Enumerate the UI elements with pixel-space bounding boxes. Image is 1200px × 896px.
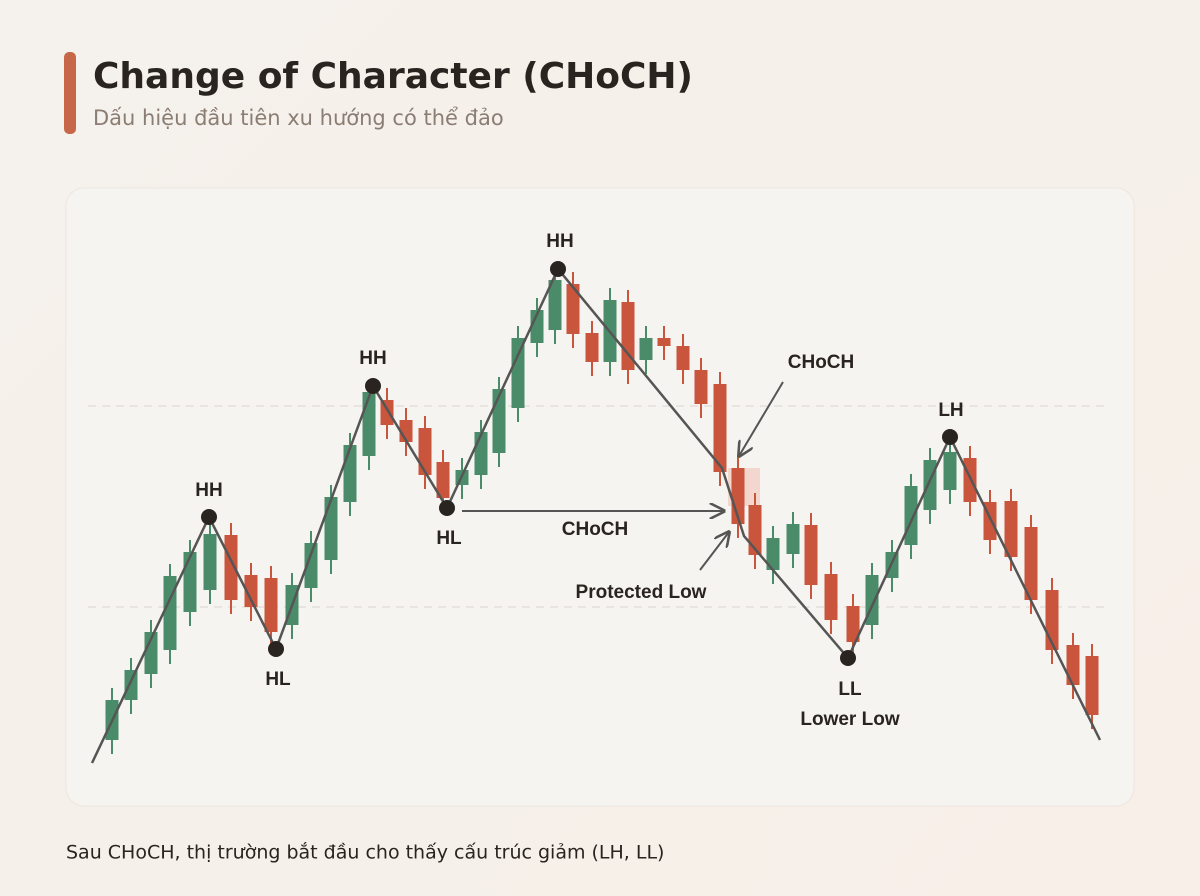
subtitle: Dấu hiệu đầu tiên xu hướng có thể đảo bbox=[93, 106, 504, 130]
candle-body bbox=[1066, 645, 1080, 685]
title: Change of Character (CHoCH) bbox=[93, 56, 693, 97]
candle-body bbox=[380, 400, 394, 425]
candle-body bbox=[1004, 501, 1018, 557]
candle-body bbox=[548, 280, 562, 330]
candle-body bbox=[846, 606, 860, 642]
candle-body bbox=[904, 486, 918, 545]
candle-body bbox=[1024, 527, 1038, 600]
label: HL bbox=[265, 669, 291, 690]
candle-body bbox=[304, 543, 318, 588]
candle-body bbox=[124, 670, 138, 700]
candle-body bbox=[474, 432, 488, 475]
candle-body bbox=[244, 575, 258, 607]
candle-body bbox=[943, 452, 957, 490]
candle-body bbox=[585, 333, 599, 362]
label: HH bbox=[195, 480, 222, 501]
caption: Sau CHoCH, thị trường bắt đầu cho thấy c… bbox=[66, 841, 664, 864]
candle-body bbox=[566, 284, 580, 334]
candle-body bbox=[748, 505, 762, 555]
candle-body bbox=[676, 346, 690, 370]
candle-body bbox=[343, 445, 357, 502]
label: LL bbox=[838, 679, 862, 700]
label: CHoCH bbox=[562, 519, 629, 540]
candle-body bbox=[824, 574, 838, 620]
card bbox=[65, 187, 1135, 807]
candle-body bbox=[183, 552, 197, 612]
candle-body bbox=[203, 534, 217, 590]
candle-body bbox=[324, 497, 338, 560]
accent-bar bbox=[64, 52, 76, 134]
candle-body bbox=[657, 338, 671, 346]
label: Lower Low bbox=[800, 709, 899, 730]
candle-body bbox=[713, 384, 727, 472]
label: HL bbox=[436, 528, 462, 549]
candle-body bbox=[362, 392, 376, 456]
candle-body bbox=[418, 428, 432, 475]
candle-body bbox=[804, 525, 818, 585]
candle-body bbox=[694, 370, 708, 404]
swing-points bbox=[201, 261, 958, 666]
candle-body bbox=[511, 338, 525, 408]
label: HH bbox=[546, 231, 573, 252]
candle-body bbox=[264, 578, 278, 632]
candle-body bbox=[766, 538, 780, 570]
arrow bbox=[699, 532, 729, 571]
candle-body bbox=[639, 338, 653, 360]
candle-body bbox=[621, 302, 635, 370]
label: Protected Low bbox=[576, 582, 707, 603]
candles bbox=[105, 268, 1099, 754]
candle-body bbox=[1085, 656, 1099, 715]
label: CHoCH bbox=[788, 352, 855, 373]
candle-body bbox=[786, 524, 800, 554]
label: LH bbox=[938, 400, 963, 421]
candle-body bbox=[436, 462, 450, 498]
label: HH bbox=[359, 348, 386, 369]
candle-body bbox=[144, 632, 158, 674]
arrow bbox=[739, 381, 784, 456]
